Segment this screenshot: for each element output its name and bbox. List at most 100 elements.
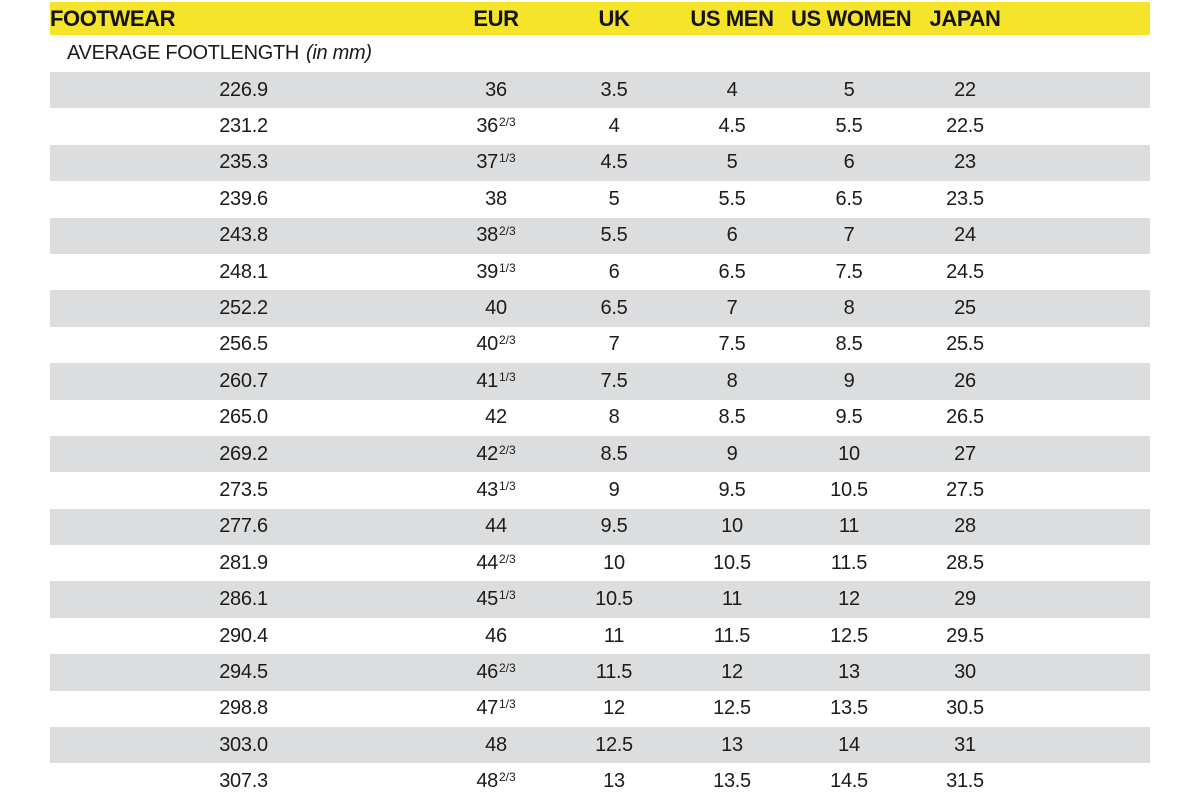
size-conversion-chart: FOOTWEAR EUR UK US MEN US WOMEN JAPAN AV… [50, 2, 1150, 800]
cell-us-men: 12 [721, 660, 743, 683]
cell-eur: 382/3 [476, 224, 516, 247]
fraction-superscript: 2/3 [498, 660, 516, 675]
cell-japan: 25.5 [946, 333, 984, 356]
row-filler [1023, 691, 1150, 727]
size-table-body: 226.9 36 3.5 4 5 22 231.2 362/3 4 4.5 5.5 22.5 235.3… [50, 72, 1150, 800]
cell-us-women: 10.5 [830, 478, 868, 501]
cell-eur: 42 [485, 406, 507, 429]
cell-japan: 22.5 [946, 115, 984, 138]
cell-japan: 22 [954, 78, 976, 101]
fraction-superscript: 2/3 [498, 551, 516, 566]
cell-us-men: 4 [726, 78, 738, 101]
subheader-cell: AVERAGE FOOTLENGTH (in mm) [50, 35, 1150, 72]
row-filler [1023, 545, 1150, 581]
cell-footwear: 260.7 [219, 369, 268, 392]
cell-eur: 40 [485, 297, 507, 320]
cell-eur: 411/3 [476, 369, 516, 392]
row-filler [1023, 400, 1150, 436]
cell-us-women: 11.5 [830, 551, 868, 574]
table-row: 252.2 40 6.5 7 8 25 [50, 290, 1150, 327]
fraction-superscript: 2/3 [498, 224, 516, 239]
cell-footwear: 243.8 [219, 224, 268, 247]
table-row: 277.6 44 9.5 10 11 28 [50, 508, 1150, 546]
row-filler [1023, 181, 1150, 217]
cell-eur: 38 [485, 187, 507, 210]
cell-japan: 23 [954, 151, 976, 174]
cell-us-men: 7.5 [718, 333, 746, 356]
fraction-superscript: 2/3 [498, 442, 516, 457]
column-header-us-women: US WOMEN [791, 2, 912, 35]
row-filler [1023, 290, 1150, 326]
cell-footwear: 273.5 [219, 478, 268, 501]
cell-eur: 48 [485, 733, 507, 756]
cell-uk: 5 [608, 187, 620, 210]
cell-japan: 26 [954, 369, 976, 392]
cell-us-women: 14.5 [830, 770, 868, 793]
cell-japan: 26.5 [946, 406, 984, 429]
cell-uk: 12 [603, 697, 625, 720]
subheader-label: AVERAGE FOOTLENGTH [67, 42, 300, 64]
column-header-uk: UK [555, 2, 673, 35]
cell-us-women: 6 [843, 151, 855, 174]
cell-us-women: 12 [838, 588, 860, 611]
cell-us-women: 8 [843, 297, 855, 320]
cell-us-women: 5 [843, 78, 855, 101]
subheader-row: AVERAGE FOOTLENGTH (in mm) [50, 35, 1150, 72]
cell-japan: 30.5 [946, 697, 984, 720]
cell-japan: 29 [954, 588, 976, 611]
cell-footwear: 248.1 [219, 260, 268, 283]
fraction-superscript: 1/3 [498, 260, 516, 275]
row-filler [1023, 327, 1150, 363]
row-filler [1023, 581, 1150, 617]
cell-us-men: 10.5 [713, 551, 751, 574]
cell-footwear: 226.9 [219, 78, 268, 101]
cell-eur: 402/3 [476, 333, 516, 356]
cell-uk: 6 [608, 260, 620, 283]
cell-japan: 23.5 [946, 187, 984, 210]
cell-us-men: 6 [726, 224, 738, 247]
row-filler [1023, 363, 1150, 399]
cell-footwear: 256.5 [219, 333, 268, 356]
cell-uk: 3.5 [600, 78, 628, 101]
cell-eur: 471/3 [476, 697, 516, 720]
row-filler [1023, 472, 1150, 508]
cell-uk: 11.5 [595, 660, 633, 683]
row-filler [1023, 108, 1150, 144]
table-row: 256.5 402/3 7 7.5 8.5 25.5 [50, 326, 1150, 364]
table-row: 231.2 362/3 4 4.5 5.5 22.5 [50, 108, 1150, 145]
row-filler [1023, 72, 1150, 108]
table-row: 307.3 482/3 13 13.5 14.5 31.5 [50, 763, 1150, 800]
row-filler [1023, 509, 1150, 545]
cell-japan: 31.5 [946, 770, 984, 793]
column-header-filler [1023, 2, 1150, 35]
row-filler [1023, 436, 1150, 472]
table-row: 248.1 391/3 6 6.5 7.5 24.5 [50, 253, 1150, 291]
fraction-superscript: 2/3 [498, 770, 516, 785]
row-filler [1023, 654, 1150, 690]
fraction-superscript: 1/3 [498, 151, 516, 166]
size-table: FOOTWEAR EUR UK US MEN US WOMEN JAPAN AV… [50, 2, 1150, 800]
cell-us-women: 9 [843, 369, 855, 392]
cell-japan: 30 [954, 660, 976, 683]
cell-japan: 29.5 [946, 624, 984, 647]
cell-footwear: 298.8 [219, 697, 268, 720]
column-header-footwear: FOOTWEAR [50, 2, 437, 35]
cell-us-men: 11.5 [713, 624, 751, 647]
cell-us-men: 8.5 [718, 406, 746, 429]
cell-us-women: 7 [843, 224, 855, 247]
cell-uk: 6.5 [600, 297, 628, 320]
cell-us-men: 10 [721, 515, 743, 538]
cell-us-men: 8 [726, 369, 738, 392]
cell-footwear: 277.6 [219, 515, 268, 538]
cell-japan: 25 [954, 297, 976, 320]
row-filler [1023, 727, 1150, 763]
cell-eur: 422/3 [476, 442, 516, 465]
header-row: FOOTWEAR EUR UK US MEN US WOMEN JAPAN [50, 2, 1150, 35]
column-header-eur: EUR [437, 2, 555, 35]
cell-uk: 4.5 [600, 151, 628, 174]
cell-eur: 44 [485, 515, 507, 538]
cell-uk: 13 [603, 770, 625, 793]
cell-us-men: 7 [726, 297, 738, 320]
cell-uk: 8 [608, 406, 620, 429]
fraction-superscript: 2/3 [498, 333, 516, 348]
